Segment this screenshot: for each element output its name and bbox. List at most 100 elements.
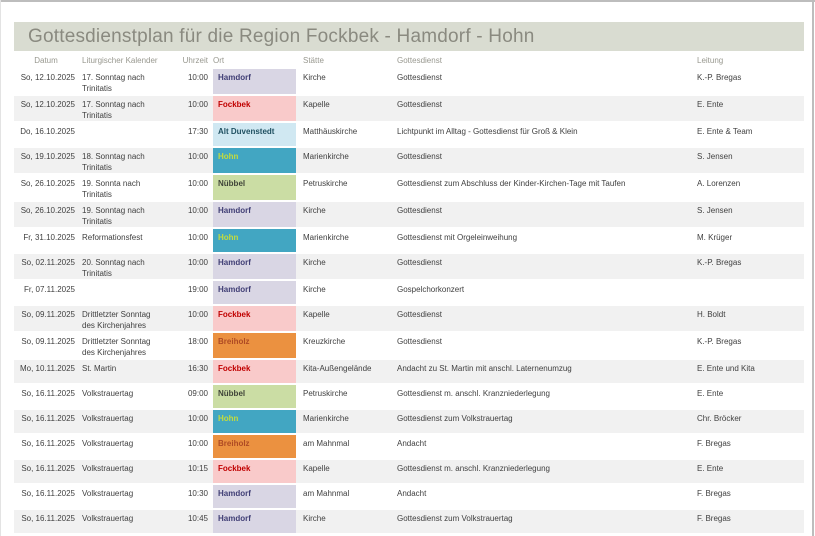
cell-liturgischer-kalender <box>78 123 168 146</box>
page-left-border <box>0 0 1 536</box>
cell-gottesdienst: Gottesdienst <box>397 337 442 346</box>
cell-ort: Hohn <box>208 410 296 433</box>
cell-staette: Kirche <box>303 73 326 82</box>
cell-ort: Nübbel <box>208 385 296 408</box>
cell-leitung: E. Ente <box>697 100 724 109</box>
ort-badge: Hamdorf <box>213 254 296 279</box>
cell-uhrzeit: 10:00 <box>187 100 208 109</box>
table-row: So, 09.11.2025 Drittletzter Sonntag des K… <box>14 333 804 360</box>
cell-ort: Hamdorf <box>208 281 296 304</box>
cell-leitung: A. Lorenzen <box>697 179 741 188</box>
cell-leitung: F. Bregas <box>697 439 731 448</box>
cell-ort: Hohn <box>208 229 296 252</box>
table-row: So, 16.11.2025 Volkstrauertag 09:00 Nübbel P… <box>14 385 804 410</box>
cell-uhrzeit: 10:00 <box>187 152 208 161</box>
cell-uhrzeit: 17:30 <box>187 127 208 136</box>
table-row: Do, 16.10.2025 17:30 Alt Duvenstedt Matthäu… <box>14 123 804 148</box>
cell-leitung: F. Bregas <box>697 514 731 523</box>
cell-ort: Hohn <box>208 148 296 173</box>
ort-badge: Fockbek <box>213 306 296 331</box>
ort-badge: Hamdorf <box>213 202 296 227</box>
cell-liturgischer-kalender <box>78 281 168 304</box>
table-row: So, 19.10.2025 18. Sonntag nach Trinitati… <box>14 148 804 175</box>
cell-leitung: Chr. Bröcker <box>697 414 742 423</box>
cell-staette: Marienkirche <box>303 152 349 161</box>
cell-leitung: E. Ente <box>697 464 724 473</box>
cell-staette: Kirche <box>303 285 326 294</box>
column-header-uhrzeit: Uhrzeit <box>182 56 208 65</box>
cell-liturgischer-kalender: 19. Sonntag nach Trinitatis <box>82 206 145 226</box>
cell-datum: So, 02.11.2025 <box>21 258 75 267</box>
cell-gottesdienst: Gottesdienst zum Abschluss der Kinder-Ki… <box>397 179 626 188</box>
cell-gottesdienst: Gottesdienst <box>397 73 442 82</box>
cell-gottesdienst: Gottesdienst m. anschl. Kranzniederlegun… <box>397 464 550 473</box>
cell-staette: Kirche <box>303 514 326 523</box>
cell-leitung: S. Jensen <box>697 206 733 215</box>
cell-gottesdienst: Gottesdienst zum Volkstrauertag <box>397 514 513 523</box>
table-header-row: Datum Liturgischer Kalender Uhrzeit Ort … <box>14 52 804 69</box>
table-row: So, 16.11.2025 Volkstrauertag 10:00 Breihol… <box>14 435 804 460</box>
ort-badge: Hamdorf <box>213 510 296 533</box>
cell-datum: So, 19.10.2025 <box>20 152 75 161</box>
cell-liturgischer-kalender: Drittletzter Sonntag des Kirchenjahres <box>82 310 151 330</box>
table-row: Fr, 31.10.2025 Reformationsfest 10:00 Hohn M… <box>14 229 804 254</box>
cell-datum: So, 16.11.2025 <box>21 389 75 398</box>
cell-datum: Fr, 07.11.2025 <box>24 285 75 294</box>
cell-staette: Kapelle <box>303 464 330 473</box>
cell-ort: Fockbek <box>208 360 296 383</box>
ort-badge: Nübbel <box>213 175 296 200</box>
cell-uhrzeit: 09:00 <box>187 389 208 398</box>
table-row: So, 02.11.2025 20. Sonntag nach Trinitati… <box>14 254 804 281</box>
cell-datum: Fr, 31.10.2025 <box>23 233 75 242</box>
cell-liturgischer-kalender: 17. Sonntag nach Trinitatis <box>82 100 145 120</box>
ort-badge: Breiholz <box>213 435 296 458</box>
cell-staette: Matthäuskirche <box>303 127 358 136</box>
cell-staette: Kirche <box>303 206 326 215</box>
cell-uhrzeit: 18:00 <box>187 337 208 346</box>
table-row: So, 26.10.2025 19. Sonnta nach Trinitatis… <box>14 175 804 202</box>
cell-ort: Breiholz <box>208 435 296 458</box>
table-row: So, 12.10.2025 17. Sonntag nach Trinitati… <box>14 96 804 123</box>
cell-datum: So, 16.11.2025 <box>21 489 75 498</box>
ort-badge: Hamdorf <box>213 485 296 508</box>
ort-badge: Nübbel <box>213 385 296 408</box>
cell-ort: Breiholz <box>208 333 296 358</box>
ort-badge: Fockbek <box>213 96 296 121</box>
cell-staette: Petruskirche <box>303 389 348 398</box>
cell-datum: So, 09.11.2025 <box>21 337 75 346</box>
cell-leitung: K.-P. Bregas <box>697 73 742 82</box>
table-row: So, 26.10.2025 19. Sonntag nach Trinitati… <box>14 202 804 229</box>
cell-ort: Alt Duvenstedt <box>208 123 296 146</box>
cell-ort: Fockbek <box>208 96 296 121</box>
cell-staette: Petruskirche <box>303 179 348 188</box>
cell-gottesdienst: Gottesdienst <box>397 258 442 267</box>
ort-badge: Alt Duvenstedt <box>213 123 296 146</box>
cell-gottesdienst: Lichtpunkt im Alltag - Gottesdienst für … <box>397 127 578 136</box>
cell-ort: Nübbel <box>208 175 296 200</box>
ort-badge: Fockbek <box>213 460 296 483</box>
cell-leitung <box>695 281 804 304</box>
cell-gottesdienst: Gottesdienst zum Volkstrauertag <box>397 414 513 423</box>
cell-gottesdienst: Gospelchorkonzert <box>397 285 465 294</box>
table-row: So, 16.11.2025 Volkstrauertag 10:30 Hamdorf… <box>14 485 804 510</box>
cell-liturgischer-kalender: Volkstrauertag <box>82 489 134 498</box>
cell-uhrzeit: 10:00 <box>187 258 208 267</box>
column-header-datum: Datum <box>34 56 58 65</box>
ort-badge: Hohn <box>213 410 296 433</box>
cell-gottesdienst: Andacht <box>397 489 427 498</box>
cell-gottesdienst: Gottesdienst <box>397 100 442 109</box>
cell-ort: Hamdorf <box>208 485 296 508</box>
cell-uhrzeit: 16:30 <box>187 364 208 373</box>
column-header-staette: Stätte <box>303 56 324 65</box>
cell-gottesdienst: Andacht <box>397 439 427 448</box>
cell-uhrzeit: 10:00 <box>187 414 208 423</box>
cell-datum: So, 16.11.2025 <box>21 464 75 473</box>
cell-staette: Kirche <box>303 258 326 267</box>
cell-liturgischer-kalender: Volkstrauertag <box>82 439 134 448</box>
cell-uhrzeit: 10:30 <box>187 489 208 498</box>
ort-badge: Hohn <box>213 148 296 173</box>
cell-datum: Do, 16.10.2025 <box>20 127 75 136</box>
table-row: So, 16.11.2025 Volkstrauertag 10:00 Hohn Mar… <box>14 410 804 435</box>
cell-leitung: M. Krüger <box>697 233 733 242</box>
cell-ort: Hamdorf <box>208 69 296 94</box>
